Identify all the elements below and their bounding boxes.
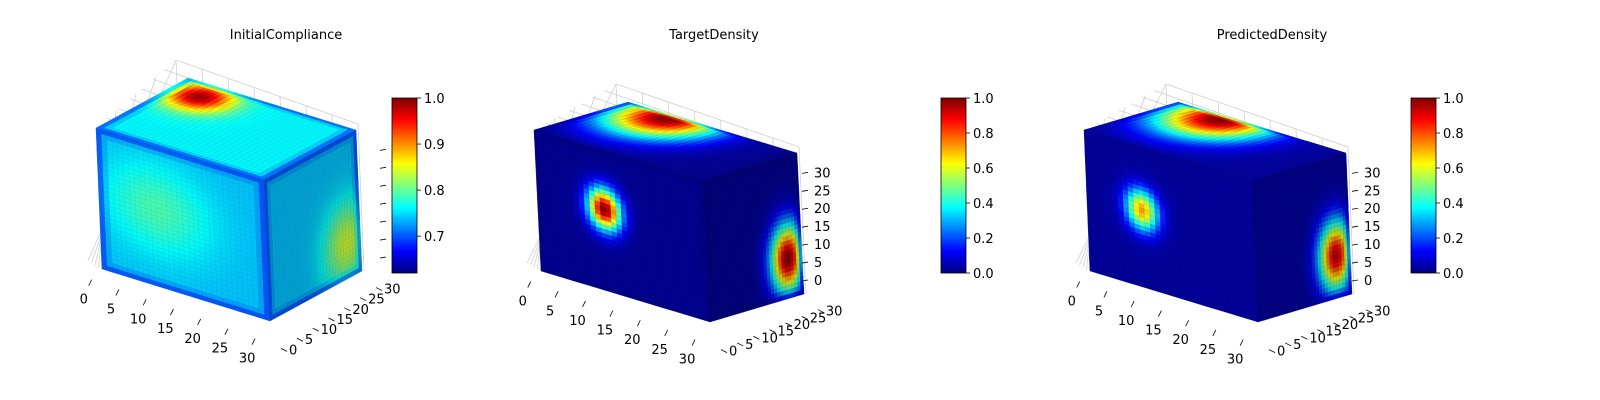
y-tick-label: 0 [289,343,297,358]
x-tick-mark [88,279,93,286]
z-tick-mark [379,220,387,223]
x-tick-mark [197,318,202,326]
colorbar-tick-label: 0.9 [424,138,445,153]
x-tick-label: 25 [212,342,229,357]
x-tick-mark [170,308,174,316]
y-tick-label: 5 [305,333,313,348]
z-tick-mark [379,202,387,205]
colorbar-tick-label: 0.8 [424,184,445,199]
colorbar-tick-label: 1.0 [424,92,445,107]
y-tick-label: 15 [337,313,354,328]
panel-initial-compliance: InitialCompliance 0510152025300510152025… [80,28,445,367]
y-tick-mark [375,287,383,291]
y-tick-label: 10 [321,323,338,338]
y-tick-mark [359,297,367,302]
y-tick-label: 25 [368,293,385,308]
colorbar-gradient [391,97,418,274]
pane-gridline [357,123,365,272]
pane-gridline [175,59,359,125]
y-tick-mark [280,348,288,352]
y-tick-label: 20 [352,303,369,318]
x-tick-mark [115,289,120,296]
x-tick-label: 5 [107,302,115,317]
y-tick-mark [328,317,335,322]
x-tick-label: 30 [239,352,256,367]
colorbar: 0.7 0.8 0.9 1.0 [391,92,445,274]
z-tick-mark [379,166,387,169]
panel-title: TargetDensity [668,28,759,43]
z-tick-mark [379,184,387,187]
x-tick-mark [251,338,256,345]
z-tick-mark [379,148,387,151]
x-tick-label: 0 [80,293,88,308]
panel-title: InitialCompliance [230,28,343,43]
y-tick-label: 30 [384,283,401,298]
x-tick-label: 10 [130,312,147,327]
colorbar-tick-label: 0.7 [424,230,445,245]
x-tick-mark [142,299,147,306]
y-tick-mark [296,337,304,342]
x-tick-label: 20 [184,332,201,347]
x-tick-mark [224,328,229,335]
top-face [95,77,357,181]
y-tick-mark [312,327,319,332]
z-tick-mark [379,256,387,259]
z-tick-mark [379,238,387,241]
y-tick-mark [344,307,351,312]
x-tick-label: 15 [157,322,174,337]
